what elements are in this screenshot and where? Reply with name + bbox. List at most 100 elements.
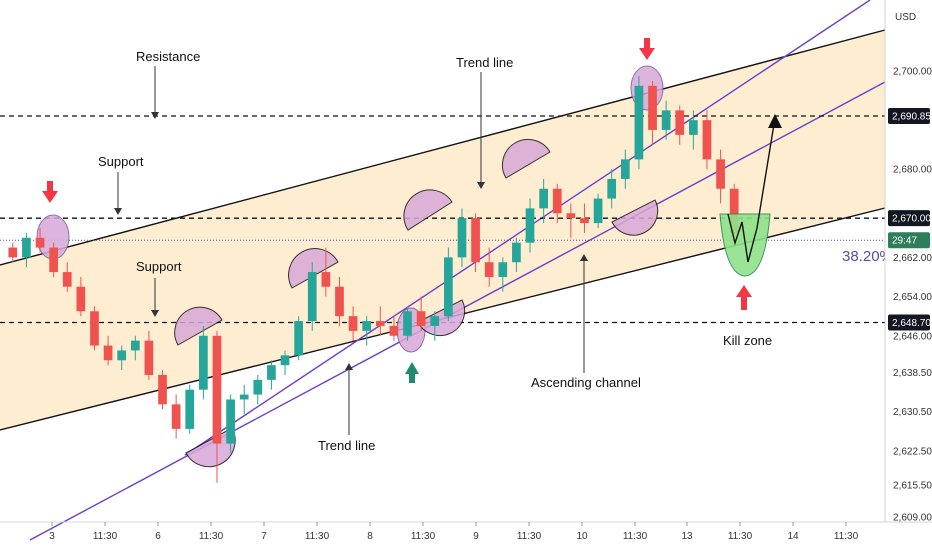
svg-text:29:47: 29:47 <box>892 236 917 247</box>
support-label: Support <box>136 259 182 274</box>
price-axis[interactable] <box>885 0 932 550</box>
x-tick-label: 11:30 <box>411 531 436 542</box>
candle-body <box>580 218 589 224</box>
candle-body <box>471 218 480 263</box>
candle-body <box>525 208 535 243</box>
kill-zone-label: Kill zone <box>723 333 772 348</box>
y-tick-label: 2,638.50 <box>893 368 932 379</box>
candle-body <box>171 404 181 429</box>
candle-body <box>702 120 712 160</box>
y-tick-label: 2,680.00 <box>893 165 932 176</box>
x-tick-label: 9 <box>473 531 479 542</box>
candle-body <box>321 272 331 287</box>
green-arrow <box>405 362 419 383</box>
x-tick-label: 7 <box>261 531 267 542</box>
y-tick-label: 2,654.00 <box>893 292 932 303</box>
price-tag: 2,648.70 <box>888 314 931 331</box>
x-tick-label: 14 <box>787 531 799 542</box>
candle-body <box>335 286 344 317</box>
candle-body <box>389 325 399 336</box>
resistance-line <box>0 29 886 266</box>
candle-body <box>103 345 113 361</box>
candle-body <box>90 311 99 346</box>
red-arrow <box>639 38 655 60</box>
candle-body <box>62 272 72 287</box>
x-tick-label: 10 <box>576 531 588 542</box>
candle-body <box>294 321 303 356</box>
y-tick-label: 2,646.00 <box>893 331 932 342</box>
y-tick-label: 2,630.50 <box>893 407 932 418</box>
candle-body <box>552 188 562 214</box>
red-arrow <box>42 181 58 203</box>
candle-body <box>212 335 222 444</box>
price-tag: 2,690.85 <box>888 108 931 124</box>
candle-body <box>267 365 276 380</box>
y-tick-label: 2,700.00 <box>893 67 932 78</box>
svg-text:2,690.85: 2,690.85 <box>892 112 931 123</box>
candle-body <box>76 286 86 312</box>
candle-body <box>716 159 725 189</box>
candle-body <box>362 321 372 331</box>
x-tick-label: 11:30 <box>623 531 648 542</box>
x-tick-label: 13 <box>681 531 693 542</box>
candle-body <box>648 85 657 130</box>
x-tick-label: 6 <box>155 531 161 542</box>
candle-body <box>607 178 617 199</box>
candle-body <box>675 110 685 135</box>
half-circle <box>501 138 551 179</box>
candle-body <box>307 272 317 322</box>
candle-body <box>689 120 698 135</box>
red-up-arrow <box>736 285 752 310</box>
trend-line-label: Trend line <box>318 438 375 453</box>
resistance-label: Resistance <box>136 49 200 64</box>
y-tick-label: 2,662.00 <box>893 253 932 264</box>
half-circle <box>174 306 223 346</box>
projection-arrowhead <box>768 114 782 128</box>
candle-body <box>239 394 249 400</box>
candle-body <box>280 355 290 366</box>
candle-body <box>457 218 467 258</box>
candle-body <box>144 340 154 375</box>
candle-body <box>539 188 548 209</box>
candle-series <box>8 76 739 483</box>
fib-label: 38.20% <box>842 248 893 265</box>
candle-body <box>35 237 45 248</box>
x-tick-label: 11:30 <box>728 531 753 542</box>
y-ticks: 2,700.00 2,680.00 2,662.00 2,654.00 2,646.00… <box>893 67 932 524</box>
candle-body <box>430 316 440 326</box>
candle-body <box>416 311 426 326</box>
y-tick-label: 2,622.50 <box>893 446 932 457</box>
y-tick-label: 2,615.50 <box>893 481 932 492</box>
channel-label: Ascending channel <box>531 375 641 390</box>
candle-body <box>348 316 358 331</box>
x-tick-label: 11:30 <box>199 531 224 542</box>
candle-body <box>566 213 576 219</box>
support-label: Support <box>98 154 144 169</box>
candle-body <box>375 321 385 326</box>
candle-body <box>484 262 494 277</box>
candle-body <box>620 159 630 179</box>
half-circle <box>403 189 453 231</box>
candle-body <box>512 242 521 263</box>
currency-label: USD <box>895 12 916 23</box>
candle-body <box>158 374 167 405</box>
candle-body <box>729 188 739 233</box>
x-tick-label: 11:30 <box>517 531 542 542</box>
candle-body <box>634 85 644 160</box>
candle-body <box>444 257 453 317</box>
candle-body <box>403 311 412 336</box>
candle-body <box>8 247 18 258</box>
price-tag: 29:47 <box>888 232 930 249</box>
candle-body <box>226 399 235 444</box>
x-ticks: 3 11:30 6 11:30 7 11:30 8 11:30 9 11:30 10 11:30 13 1… <box>49 522 859 542</box>
x-tick-label: 11:30 <box>305 531 330 542</box>
candle-body <box>22 237 31 258</box>
x-tick-label: 11:30 <box>834 531 859 542</box>
price-tags: 2,690.85 2,670.00 29:47 2,648.70 <box>888 108 931 331</box>
candle-body <box>185 389 195 429</box>
candle-body <box>498 262 508 277</box>
candle-body <box>199 335 208 390</box>
x-tick-label: 11:30 <box>93 531 118 542</box>
